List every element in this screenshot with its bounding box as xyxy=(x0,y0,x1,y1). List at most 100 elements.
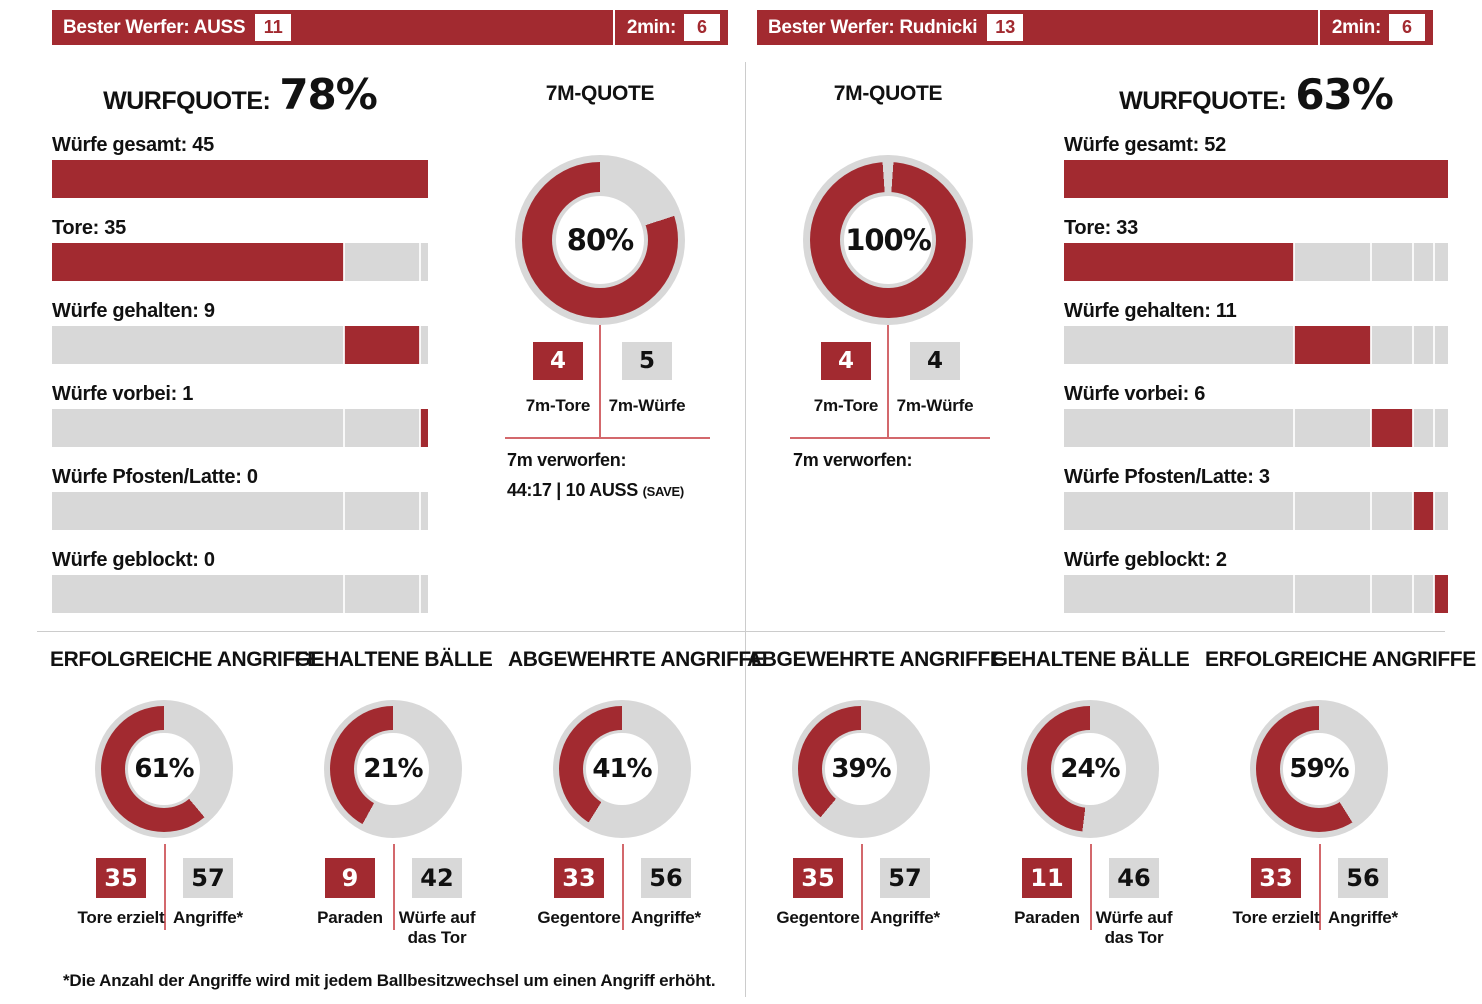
bar-segment-separator xyxy=(418,575,421,613)
right-value-box: 56 xyxy=(641,858,691,898)
bar-segment-separator xyxy=(1433,409,1436,447)
wurfquote-value: 63% xyxy=(1295,70,1394,119)
stat-bar-row: Würfe gesamt: 52 xyxy=(1064,134,1448,198)
donut-hole xyxy=(586,733,658,805)
left-value-box: 11 xyxy=(1022,858,1072,898)
stat-bar-row: Würfe vorbei: 1 xyxy=(52,383,428,447)
bar-segment-separator xyxy=(418,243,421,281)
stat-donut: 59% xyxy=(1250,700,1388,838)
donut-vline xyxy=(1319,844,1321,930)
stat-bar-track xyxy=(52,409,428,447)
wurfquote-title-right: WURFQUOTE: 63% xyxy=(1064,70,1448,119)
stat-donut: 41% xyxy=(553,700,691,838)
stat-bar-row: Tore: 33 xyxy=(1064,217,1448,281)
stat-bar-fill xyxy=(1294,326,1372,364)
stat-bar-track xyxy=(1064,326,1448,364)
left-value-box: 35 xyxy=(96,858,146,898)
bar-segment-separator xyxy=(1370,492,1373,530)
footnote: *Die Anzahl der Angriffe wird mit jedem … xyxy=(63,971,716,990)
stat-donut: 39% xyxy=(792,700,930,838)
right-value-label: Angriffe* xyxy=(1328,908,1398,927)
section-divider xyxy=(37,631,1445,632)
bar-segment-separator xyxy=(1412,492,1415,530)
bar-segment-separator xyxy=(1293,409,1296,447)
left-value-label: Paraden xyxy=(1014,908,1080,927)
donut-vline xyxy=(622,844,624,930)
stat-bar-track xyxy=(52,492,428,530)
bar-segment-separator xyxy=(1293,492,1296,530)
right-value-label: Angriffe* xyxy=(173,908,243,927)
bar-segment-separator xyxy=(1293,575,1296,613)
stat-bar-row: Würfe geblockt: 0 xyxy=(52,549,428,613)
donut-percentage: 100% xyxy=(845,223,932,257)
sevenm-goals-box-right: 4 xyxy=(821,342,871,380)
stat-bar-track xyxy=(1064,160,1448,198)
stat-bar-row: Würfe gesamt: 45 xyxy=(52,134,428,198)
bar-segment-separator xyxy=(1412,409,1415,447)
right-value-label: Würfe auf das Tor xyxy=(398,908,476,947)
donut-title: ERFOLGREICHE ANGRIFFE xyxy=(1205,648,1476,671)
donut-percentage: 21% xyxy=(363,754,423,784)
sevenm-vline-left xyxy=(599,325,601,437)
stat-bar-track xyxy=(1064,575,1448,613)
right-value-box: 57 xyxy=(880,858,930,898)
bar-segment-separator xyxy=(343,326,346,364)
left-value-label: Gegentore xyxy=(537,908,621,927)
stat-bar-fill xyxy=(1064,160,1448,198)
stat-bar-label: Tore: 35 xyxy=(52,217,126,239)
right-value-label: Würfe auf das Tor xyxy=(1095,908,1173,947)
donut-hole xyxy=(1054,733,1126,805)
best-thrower-label: Bester Werfer: AUSS xyxy=(63,16,246,38)
stat-bar-fill xyxy=(419,409,428,447)
stat-bar-label: Würfe gehalten: 11 xyxy=(1064,300,1237,322)
stat-bar-label: Würfe vorbei: 6 xyxy=(1064,383,1206,405)
sevenm-hline-left xyxy=(505,437,710,439)
bottom-donut-column: ABGEWEHRTE ANGRIFFE 39% 35 57 Gegentore … xyxy=(747,648,1004,948)
right-value-box: 46 xyxy=(1109,858,1159,898)
stat-bar-row: Tore: 35 xyxy=(52,217,428,281)
sevenm-throws-box-right: 4 xyxy=(910,342,960,380)
bar-segment-separator xyxy=(1412,326,1415,364)
sevenm-donut-left: 80% xyxy=(515,155,685,325)
sevenm-note-line-left: 44:17 | 10 AUSS (SAVE) xyxy=(507,480,684,501)
best-thrower-value-badge: 13 xyxy=(987,14,1024,41)
donut-vline xyxy=(393,844,395,930)
stat-bar-label: Würfe gehalten: 9 xyxy=(52,300,215,322)
left-value-label: Tore erzielt xyxy=(1232,908,1320,927)
sevenm-note-text: 44:17 | 10 AUSS xyxy=(507,480,643,500)
sevenm-note-suffix: (SAVE) xyxy=(642,484,685,499)
stat-bar-row: Würfe gehalten: 9 xyxy=(52,300,428,364)
sevenm-goals-label: 7m-Tore xyxy=(525,396,591,415)
donut-percentage: 39% xyxy=(831,754,891,784)
stat-bar-label: Würfe geblockt: 2 xyxy=(1064,549,1227,571)
donut-title: GEHALTENE BÄLLE xyxy=(991,648,1190,671)
stat-bar-label: Würfe gesamt: 52 xyxy=(1064,134,1226,156)
donut-percentage: 61% xyxy=(134,754,194,784)
wurfquote-label: WURFQUOTE: xyxy=(1119,87,1287,115)
right-value-label: Angriffe* xyxy=(870,908,940,927)
left-value-label: Paraden xyxy=(317,908,383,927)
bar-segment-separator xyxy=(1370,243,1373,281)
stat-bar-track xyxy=(52,160,428,198)
stat-bar-fill xyxy=(1064,243,1295,281)
wurfquote-label: WURFQUOTE: xyxy=(103,87,271,115)
stat-bar-label: Würfe Pfosten/Latte: 0 xyxy=(52,466,258,488)
stat-bar-fill xyxy=(52,243,345,281)
stat-bar-track xyxy=(1064,492,1448,530)
best-thrower-right: Bester Werfer: Rudnicki 13 xyxy=(757,14,1318,41)
penalty-value-badge: 6 xyxy=(684,14,720,41)
donut-hole xyxy=(556,196,644,284)
bottom-donut-column: ABGEWEHRTE ANGRIFFE 41% 33 56 Gegentore … xyxy=(508,648,765,948)
left-value-label: Tore erzielt xyxy=(77,908,165,927)
left-value-box: 9 xyxy=(325,858,375,898)
bar-segment-separator xyxy=(1370,575,1373,613)
donut-percentage: 24% xyxy=(1060,754,1120,784)
bar-segment-separator xyxy=(418,326,421,364)
stat-bar-row: Würfe Pfosten/Latte: 3 xyxy=(1064,466,1448,530)
stat-bar-track xyxy=(52,326,428,364)
stat-donut: 21% xyxy=(324,700,462,838)
left-value-box: 33 xyxy=(1251,858,1301,898)
center-divider xyxy=(745,62,746,997)
sevenm-throws-label: 7m-Würfe xyxy=(608,396,686,415)
